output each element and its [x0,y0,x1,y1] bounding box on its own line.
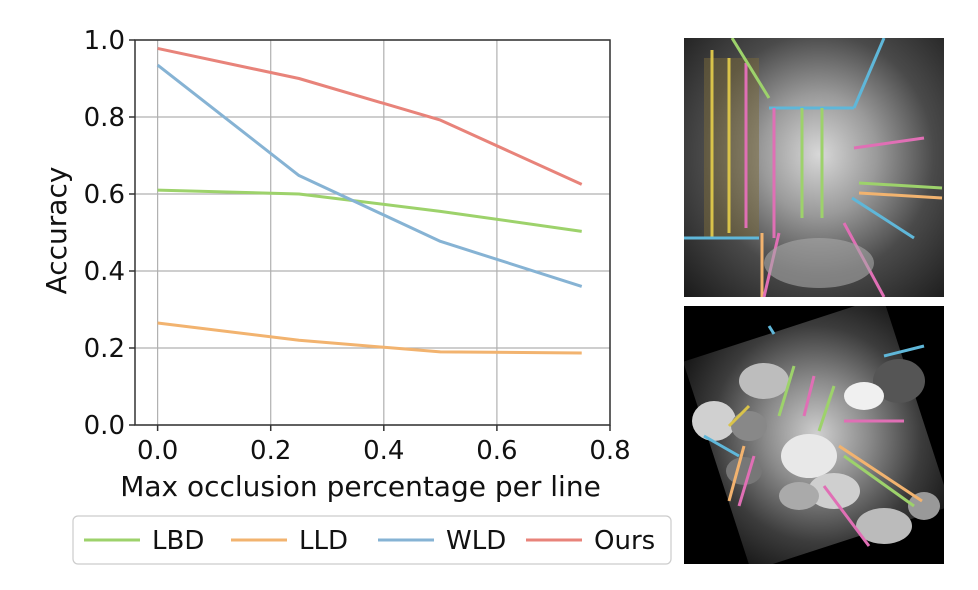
series-line-ours [157,47,583,186]
legend-label-wld: WLD [446,526,506,556]
occluder-blob [844,382,884,410]
grid [135,39,611,426]
photo-occluded-lines [684,306,944,564]
occluder-blob [873,359,925,403]
occluder-blob [692,401,736,441]
occluder-blob [731,411,767,441]
detected-lines-overlay-bottom [692,325,940,547]
legend: LBD LLD WLD Ours [72,515,672,565]
plot-frame [134,39,611,426]
y-tick-label: 1.0 [84,26,125,56]
y-axis-ticks: 0.0 0.2 0.4 0.6 0.8 1.0 [84,26,135,441]
y-tick-label: 0.6 [84,180,125,210]
y-axis-label: Accuracy [40,167,73,295]
y-tick-label: 0.4 [84,257,125,287]
legend-label-lld: LLD [299,526,348,556]
detected-lines-overlay-top [684,38,943,297]
x-tick-label: 0.0 [137,436,178,466]
occluder-blob [726,457,762,485]
occluder-blob [856,508,912,544]
legend-label-lbd: LBD [152,526,204,556]
y-tick-label: 0.0 [84,411,125,441]
legend-box [72,515,672,565]
x-tick-label: 0.2 [250,436,291,466]
occluder-blob [779,482,819,510]
series-line-lld [157,321,582,355]
occluder-blob [908,492,940,520]
x-axis-label: Max occlusion percentage per line [120,470,601,503]
caption-strip [0,576,978,590]
legend-label-ours: Ours [594,526,655,556]
x-tick-label: 0.8 [589,436,630,466]
occluder-blob [808,473,860,509]
x-axis-ticks: 0.0 0.2 0.4 0.6 0.8 [137,425,631,466]
series-line-lbd [157,188,582,233]
series-lines [156,47,583,355]
x-tick-label: 0.6 [476,436,517,466]
x-tick-label: 0.4 [363,436,404,466]
series-line-wld [156,63,583,288]
y-tick-label: 0.2 [84,334,125,364]
occluder-blob [739,363,789,399]
photo-original-lines [684,38,944,297]
y-tick-label: 0.8 [84,103,125,133]
occluder-blob [781,434,837,478]
